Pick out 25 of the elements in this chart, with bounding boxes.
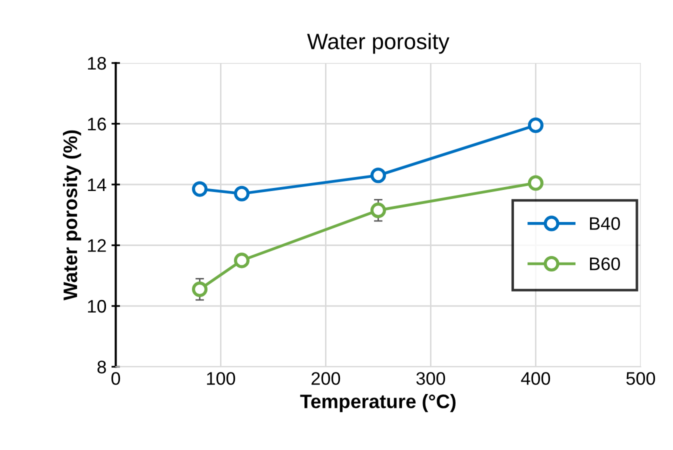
legend-label: B60	[590, 257, 620, 270]
point	[192, 181, 208, 197]
point	[370, 202, 386, 218]
point	[528, 117, 544, 134]
x-axis-title: Temperature (°C)	[300, 394, 456, 412]
y-tick-label: 10	[88, 300, 106, 313]
chart-title: Water porosity	[307, 33, 450, 54]
point	[234, 252, 250, 268]
y-tick-label: 8	[97, 360, 106, 374]
x-tick-label: 0	[111, 372, 120, 385]
y-tick-label: 16	[88, 118, 106, 130]
x-tick-label: 500	[626, 372, 656, 385]
y-tick-label: 18	[88, 56, 106, 70]
point	[528, 175, 544, 191]
x-tick-label: 100	[207, 372, 236, 385]
y-tick-label: 12	[88, 239, 106, 252]
y-axis-title: Water porosity (%)	[62, 130, 82, 300]
x-tick-label: 400	[521, 372, 550, 385]
point	[370, 168, 386, 184]
x-tick-label: 300	[416, 372, 446, 385]
y-tick-label: 14	[88, 178, 106, 192]
point	[234, 186, 250, 202]
legend-label: B40	[590, 217, 620, 230]
point	[192, 282, 208, 298]
x-tick-label: 200	[312, 372, 340, 385]
